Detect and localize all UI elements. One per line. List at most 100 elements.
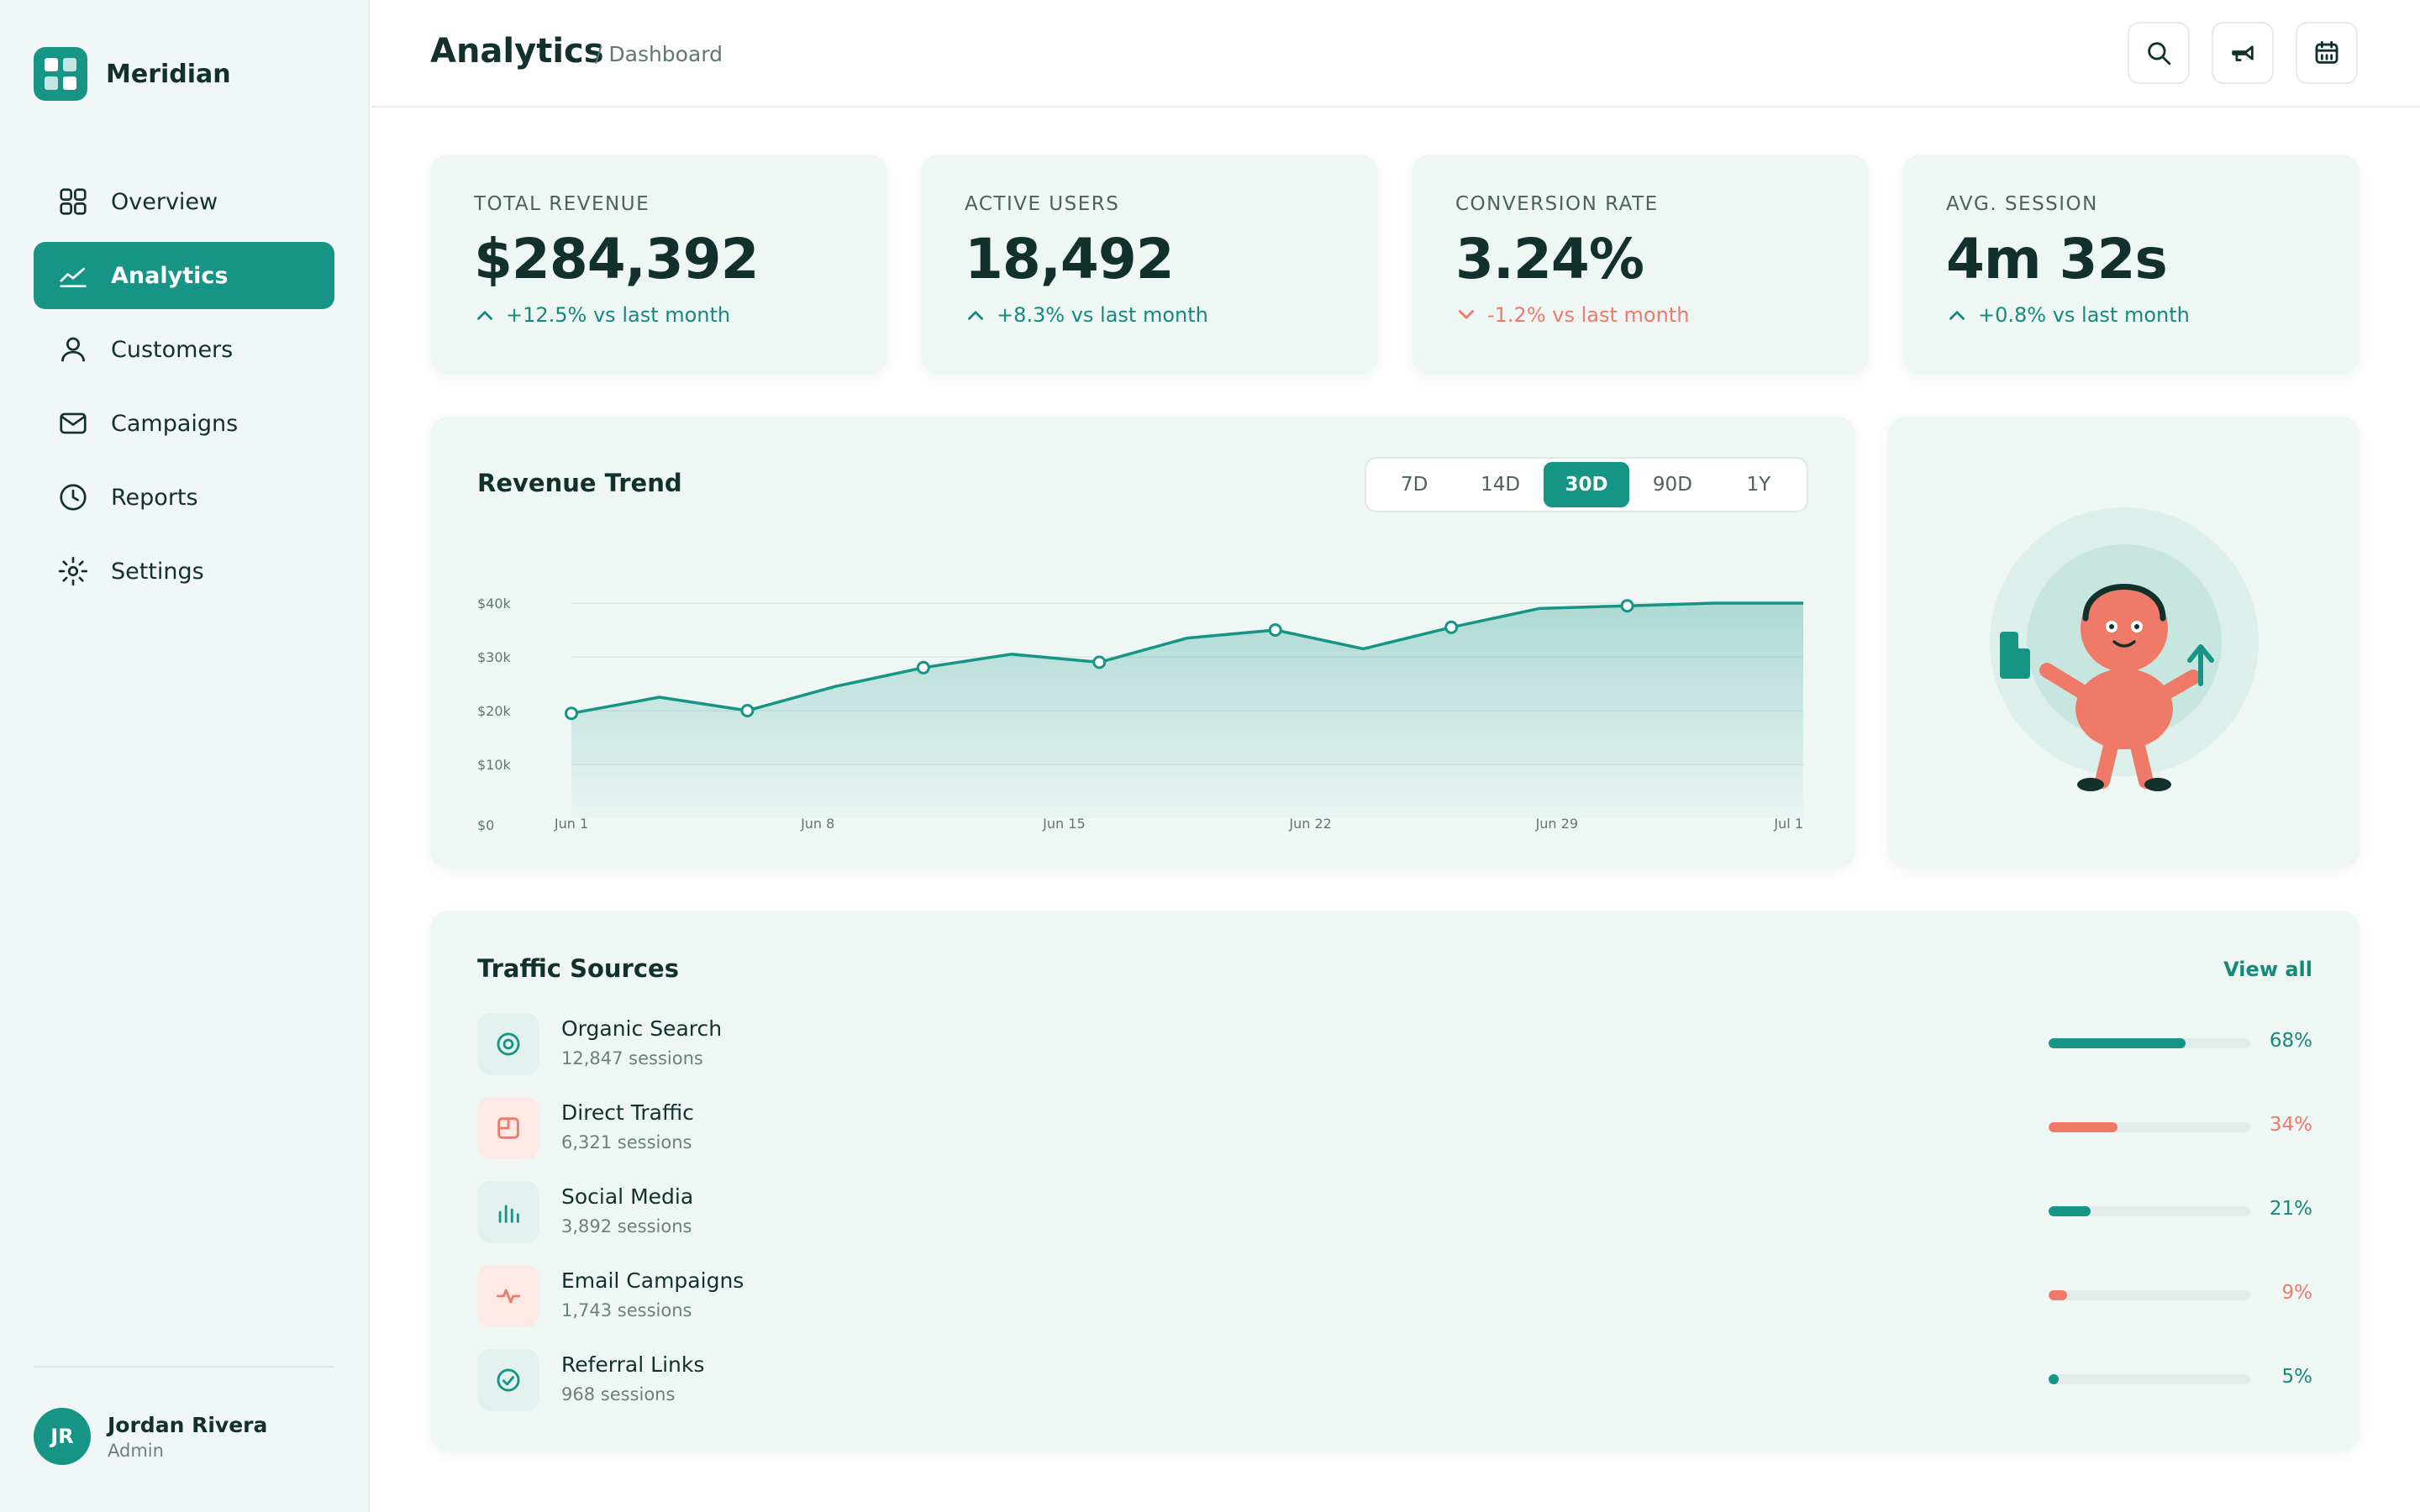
- data-point: [916, 660, 930, 675]
- check-circle-icon: [497, 1368, 520, 1392]
- source-name: Email Campaigns: [561, 1268, 744, 1293]
- sidebar-divider: [34, 1366, 334, 1368]
- revenue-trend-panel: $0 $10k $20k $30k $40k Jun 1 Jun 8 Jun 15 Jun 22…: [430, 417, 1855, 869]
- source-sessions: 6,321 sessions: [561, 1132, 692, 1152]
- kpi-card-users[interactable]: ACTIVE USERS 18,492 +8.3% vs last month: [921, 155, 1378, 375]
- user-name: Jordan Rivera: [108, 1412, 268, 1437]
- source-sessions: 1,743 sessions: [561, 1300, 692, 1320]
- sidebar-item-label: Reports: [111, 484, 198, 511]
- sidebar-item-label: Analytics: [111, 262, 229, 289]
- revenue-trend-chart: $0 $10k $20k $30k $40k Jun 1 Jun 8 Jun 15 Jun 22…: [477, 596, 1803, 833]
- source-percent: 9%: [2281, 1282, 2313, 1304]
- sidebar-item-settings[interactable]: Settings: [34, 538, 334, 605]
- sidebar-item-customers[interactable]: Customers: [34, 316, 334, 383]
- sidebar-nav: Overview Analytics Customers Campaigns R…: [34, 168, 334, 612]
- sidebar-item-campaigns[interactable]: Campaigns: [34, 390, 334, 457]
- src-icon-wrap: [477, 1265, 539, 1327]
- range-90d-button[interactable]: 90D: [1652, 474, 1692, 496]
- range-14d-button[interactable]: 14D: [1481, 474, 1521, 496]
- progress-fill: [2049, 1122, 2118, 1132]
- range-7d-button[interactable]: 7D: [1401, 474, 1428, 496]
- grid-icon: [60, 188, 87, 215]
- sidebar: Meridian Overview Analytics Customers Ca…: [0, 0, 370, 1512]
- source-name: Social Media: [561, 1184, 694, 1209]
- kpi-delta: +0.8% vs last month: [1946, 303, 2360, 327]
- source-name: Referral Links: [561, 1352, 705, 1377]
- data-point: [740, 704, 755, 717]
- bar-chart-icon: [498, 1205, 519, 1223]
- y-tick-label: $10k: [477, 757, 512, 773]
- sidebar-item-reports[interactable]: Reports: [34, 464, 334, 531]
- range-1y-button[interactable]: 1Y: [1746, 474, 1771, 496]
- chevron-up-icon: [1949, 311, 1965, 320]
- chevron-down-icon: [1459, 310, 1474, 319]
- growth-mascot-illustration: [1990, 507, 2259, 791]
- kpi-delta: +8.3% vs last month: [965, 303, 1378, 327]
- breadcrumb[interactable]: / Dashboard: [595, 42, 723, 66]
- sidebar-item-label: Overview: [111, 188, 218, 215]
- kpi-card-revenue[interactable]: TOTAL REVENUE $284,392 +12.5% vs last mo…: [430, 155, 887, 375]
- progress-track: [2049, 1374, 2250, 1384]
- target-icon: [497, 1032, 520, 1056]
- revenue-line: [571, 601, 1803, 715]
- illustration-panel: [1887, 417, 2360, 869]
- header: Analytics / Dashboard: [371, 0, 2420, 108]
- kpi-delta-text: +0.8% vs last month: [1978, 303, 2190, 327]
- src-icon-wrap: [477, 1181, 539, 1243]
- avatar: JR: [34, 1408, 91, 1465]
- source-sessions: 12,847 sessions: [561, 1048, 703, 1068]
- search-button[interactable]: [2128, 22, 2190, 84]
- progress-track: [2049, 1122, 2250, 1132]
- brand-logo-icon: [34, 47, 87, 101]
- sidebar-item-overview[interactable]: Overview: [34, 168, 334, 235]
- megaphone-icon: [2232, 45, 2254, 61]
- source-sessions: 968 sessions: [561, 1384, 676, 1404]
- list-item[interactable]: Organic Search 12,847 sessions 68%: [477, 1013, 2312, 1077]
- data-point: [565, 706, 578, 721]
- search-icon: [2148, 42, 2171, 66]
- data-point: [1444, 620, 1459, 634]
- y-tick-label: $40k: [477, 596, 512, 612]
- source-percent: 5%: [2281, 1366, 2313, 1388]
- trend-icon: [60, 267, 87, 288]
- kpi-card-conversion[interactable]: CONVERSION RATE 3.24% -1.2% vs last mont…: [1412, 155, 1869, 375]
- sidebar-item-analytics[interactable]: Analytics: [34, 242, 334, 309]
- src-icon-wrap: [477, 1097, 539, 1159]
- progress-fill: [2049, 1290, 2067, 1300]
- kpi-card-session[interactable]: AVG. SESSION 4m 32s +0.8% vs last month: [1902, 155, 2360, 375]
- x-tick-label: Jun 22: [1288, 816, 1331, 832]
- revenue-trend-title: Revenue Trend: [477, 469, 682, 497]
- user-profile[interactable]: JR Jordan Rivera Admin: [34, 1408, 267, 1465]
- source-percent: 68%: [2269, 1030, 2312, 1052]
- list-item[interactable]: Direct Traffic 6,321 sessions 34%: [477, 1097, 2312, 1161]
- progress-track: [2049, 1290, 2250, 1300]
- x-tick-label: Jun 15: [1042, 816, 1085, 832]
- y-tick-label: $20k: [477, 703, 512, 719]
- x-tick-label: Jul 1: [1773, 816, 1803, 832]
- list-item[interactable]: Referral Links 968 sessions 5%: [477, 1349, 2312, 1413]
- user-role: Admin: [108, 1440, 164, 1461]
- data-point: [1092, 655, 1107, 669]
- progress-fill: [2049, 1206, 2091, 1216]
- range-30d-button[interactable]: 30D: [1543, 462, 1630, 507]
- list-item[interactable]: Email Campaigns 1,743 sessions 9%: [477, 1265, 2312, 1329]
- src-icon-wrap: [477, 1349, 539, 1411]
- brand[interactable]: Meridian: [34, 47, 231, 101]
- calendar-button[interactable]: [2296, 22, 2358, 84]
- sidebar-item-label: Campaigns: [111, 410, 239, 437]
- view-all-link[interactable]: View all: [2223, 958, 2312, 981]
- clock-icon: [60, 484, 87, 511]
- brand-name: Meridian: [106, 59, 231, 89]
- announcements-button[interactable]: [2212, 22, 2274, 84]
- gear-icon: [58, 556, 88, 586]
- mail-icon: [60, 412, 87, 434]
- kpi-value: 3.24%: [1455, 227, 1644, 291]
- source-percent: 34%: [2269, 1114, 2312, 1136]
- kpi-delta: -1.2% vs last month: [1455, 303, 1869, 327]
- x-tick-label: Jun 1: [554, 816, 588, 832]
- kpi-label: TOTAL REVENUE: [474, 193, 650, 215]
- source-sessions: 3,892 sessions: [561, 1216, 692, 1236]
- y-tick-label: $30k: [477, 649, 512, 665]
- chevron-up-icon: [477, 311, 492, 320]
- list-item[interactable]: Social Media 3,892 sessions 21%: [477, 1181, 2312, 1245]
